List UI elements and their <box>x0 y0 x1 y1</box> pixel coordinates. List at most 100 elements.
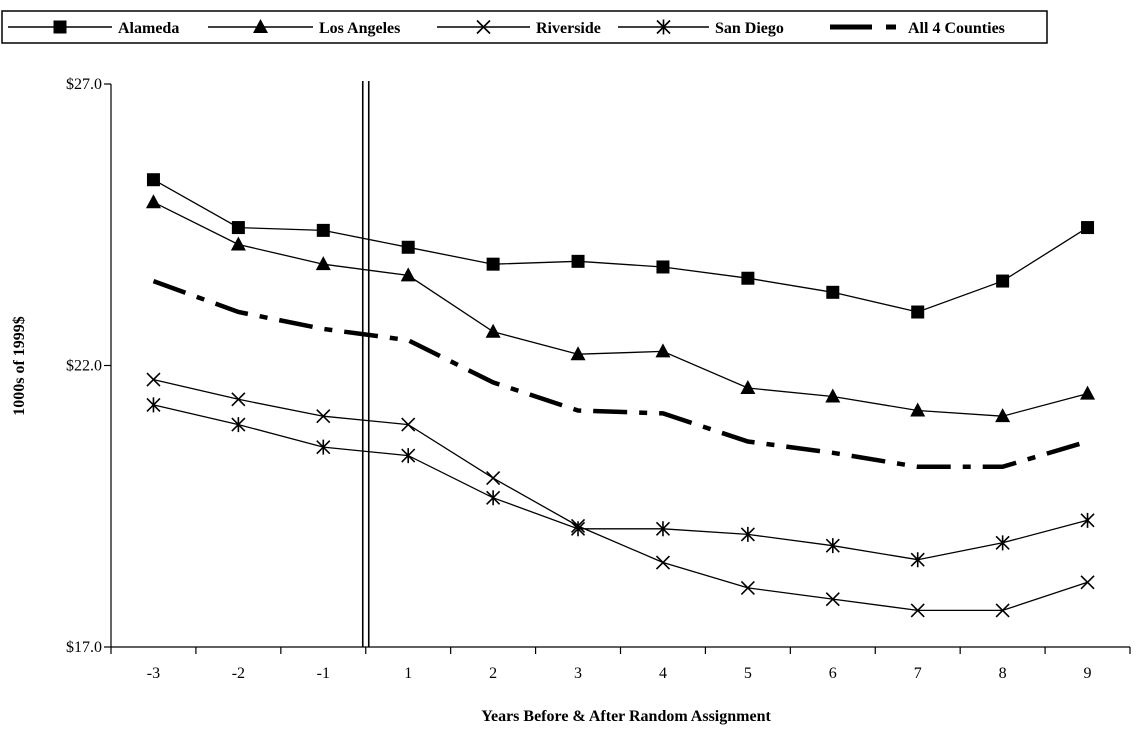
data-point-san-diego <box>316 439 331 455</box>
square-marker-shape <box>231 221 245 235</box>
data-point-los-angeles <box>740 380 756 395</box>
square-marker-shape <box>486 257 500 271</box>
square-marker-shape <box>146 173 160 187</box>
asterisk-marker-shape <box>146 397 161 413</box>
square-marker-shape <box>826 285 840 299</box>
x-tick-label: 5 <box>744 665 752 682</box>
triangle-marker-shape <box>910 402 926 417</box>
triangle-marker-shape <box>655 343 671 358</box>
data-point-los-angeles <box>1080 385 1096 400</box>
legend-item-riverside: Riverside <box>437 19 601 37</box>
data-point-riverside <box>655 555 671 570</box>
series-line-riverside <box>153 378 1088 612</box>
triangle-marker-shape <box>253 19 268 33</box>
asterisk-marker-shape <box>995 535 1010 551</box>
triangle-marker-shape <box>995 408 1011 423</box>
asterisk-marker-shape <box>825 538 840 554</box>
triangle-marker-shape <box>740 380 756 395</box>
x-tick-label: 1 <box>404 665 412 682</box>
asterisk-marker-shape <box>401 448 416 464</box>
x-marker-shape <box>231 392 246 407</box>
x-marker-shape <box>146 372 161 387</box>
data-point-alameda <box>826 285 840 299</box>
data-point-san-diego <box>655 521 671 537</box>
ticks: $17.0 $22.0 $27.0 -3 -2 -1 1 2 3 4 5 6 7 8 9 <box>66 76 1131 682</box>
legend-item-los-angeles: Los Angeles <box>208 19 400 37</box>
axes <box>110 81 1130 648</box>
data-point-san-diego <box>486 490 501 506</box>
x-tick-label: -3 <box>147 665 160 682</box>
data-point-san-diego <box>910 552 925 568</box>
triangle-marker-shape <box>570 346 586 361</box>
legend-item-all-4-counties: All 4 Counties <box>830 20 1005 37</box>
data-point-riverside <box>740 580 755 595</box>
x-marker-shape <box>1080 575 1095 590</box>
x-marker-shape <box>910 603 925 618</box>
asterisk-marker-shape <box>316 439 331 455</box>
y-tick-label: $22.0 <box>66 358 102 375</box>
triangle-marker-shape <box>315 256 331 271</box>
triangle-marker-shape <box>400 267 416 282</box>
square-marker-shape <box>996 274 1010 288</box>
triangle-marker-shape <box>825 388 841 403</box>
x-marker-shape <box>476 19 491 35</box>
y-tick-label: $27.0 <box>66 76 102 93</box>
data-point-san-diego <box>995 535 1010 551</box>
x-marker-shape <box>995 603 1010 618</box>
data-point-los-angeles <box>400 267 416 282</box>
data-point-alameda <box>741 271 755 285</box>
legend-label: Alameda <box>118 20 179 37</box>
square-marker-shape <box>401 240 415 254</box>
triangle-marker-shape <box>1080 385 1096 400</box>
data-point-los-angeles <box>655 343 671 358</box>
data-point-riverside <box>995 603 1010 618</box>
x-marker-shape <box>316 409 331 424</box>
asterisk-marker-shape <box>740 526 755 542</box>
data-point-san-diego <box>231 417 246 433</box>
series-line-all-4-counties <box>152 278 1089 470</box>
x-tick-label: -2 <box>232 665 245 682</box>
legend-label: Los Angeles <box>319 20 400 37</box>
data-point-san-diego <box>740 526 755 542</box>
data-point-alameda <box>231 221 245 235</box>
asterisk-marker-shape <box>1080 512 1095 528</box>
legend-swatch-marker <box>476 19 491 35</box>
x-marker-shape <box>486 471 501 486</box>
x-tick-label: 4 <box>659 665 667 682</box>
data-point-riverside <box>825 592 840 607</box>
data-point-alameda <box>996 274 1010 288</box>
asterisk-marker-shape <box>656 19 671 35</box>
square-marker-shape <box>656 260 670 274</box>
asterisk-marker-shape <box>231 417 246 433</box>
data-point-los-angeles <box>995 408 1011 423</box>
data-point-los-angeles <box>910 402 926 417</box>
legend-item-san-diego: San Diego <box>618 19 784 37</box>
data-point-los-angeles <box>825 388 841 403</box>
data-point-riverside <box>401 417 416 432</box>
x-tick-label: 6 <box>829 665 837 682</box>
square-marker-shape <box>571 254 585 268</box>
series-layer <box>145 173 1096 618</box>
data-point-alameda <box>486 257 500 271</box>
data-point-san-diego <box>570 521 586 537</box>
y-axis-title: 1000s of 1999$ <box>11 316 28 416</box>
legend-swatch-marker <box>656 19 671 35</box>
data-point-alameda <box>401 240 415 254</box>
data-point-riverside <box>231 392 246 407</box>
data-point-alameda <box>911 305 925 319</box>
x-tick-label: 2 <box>489 665 497 682</box>
asterisk-marker-shape <box>910 552 925 568</box>
data-point-alameda <box>571 254 585 268</box>
square-marker-shape <box>316 223 330 237</box>
data-point-riverside <box>486 471 501 486</box>
x-tick-label: 7 <box>914 665 922 682</box>
x-tick-label: 9 <box>1084 665 1092 682</box>
asterisk-marker-shape <box>655 521 671 537</box>
asterisk-marker-shape <box>486 490 501 506</box>
series-line-los-angeles <box>153 201 1088 417</box>
legend-label: Riverside <box>536 20 601 37</box>
data-point-san-diego <box>146 397 161 413</box>
x-marker-shape <box>740 580 755 595</box>
data-point-riverside <box>146 372 161 387</box>
legend-swatch-marker <box>253 19 268 33</box>
